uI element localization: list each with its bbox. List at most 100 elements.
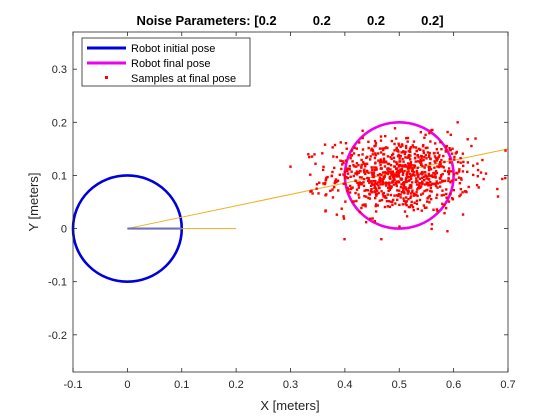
sample-point (415, 149, 418, 153)
sample-point (393, 160, 396, 163)
sample-point (353, 146, 356, 149)
sample-point (380, 198, 384, 202)
sample-point (391, 170, 395, 174)
legend-label-final-pose: Robot final pose (131, 58, 211, 70)
sample-point (373, 168, 377, 172)
sample-point (399, 186, 403, 189)
sample-point (341, 151, 344, 155)
sample-point (322, 182, 325, 185)
sample-point (476, 168, 480, 172)
sample-point (461, 170, 465, 173)
sample-point (415, 190, 418, 194)
sample-point (409, 183, 412, 187)
sample-point (456, 160, 460, 164)
sample-point (324, 181, 327, 185)
sample-point (404, 156, 407, 159)
sample-point (424, 174, 427, 178)
sample-point (418, 177, 422, 181)
sample-point (381, 180, 384, 183)
sample-point (363, 171, 366, 174)
sample-point (371, 153, 374, 156)
sample-point (343, 237, 346, 241)
sample-point (423, 206, 427, 210)
sample-point (376, 181, 380, 184)
sample-point (355, 147, 359, 150)
sample-point (475, 184, 479, 187)
sample-point (338, 173, 342, 176)
sample-point (395, 162, 399, 166)
sample-point (404, 146, 408, 150)
sample-point (378, 199, 381, 202)
sample-point (386, 193, 389, 196)
sample-point (383, 194, 387, 198)
sample-point (324, 194, 327, 197)
sample-point (409, 150, 412, 154)
sample-point (358, 141, 361, 144)
sample-point (429, 140, 432, 143)
sample-point (393, 142, 396, 146)
sample-point (402, 183, 406, 186)
sample-point (439, 175, 443, 178)
sample-point (332, 155, 335, 158)
sample-point (407, 150, 410, 153)
sample-point (333, 166, 336, 170)
sample-point (357, 171, 360, 174)
sample-point (442, 193, 445, 197)
sample-point (401, 144, 404, 147)
sample-point (402, 191, 406, 194)
sample-point (409, 154, 412, 157)
sample-point (425, 177, 428, 180)
sample-point (373, 183, 376, 186)
sample-point (382, 158, 385, 162)
sample-point (426, 146, 429, 149)
sample-point (438, 176, 442, 180)
sample-point (379, 183, 382, 186)
sample-point (360, 158, 363, 162)
sample-point (406, 140, 409, 143)
sample-point (404, 188, 408, 191)
sample-point (419, 182, 423, 185)
sample-point (388, 187, 391, 190)
sample-point (439, 141, 442, 144)
sample-point (390, 174, 394, 177)
sample-point (358, 176, 362, 179)
sample-point (333, 180, 337, 183)
sample-point (461, 152, 465, 155)
sample-point (407, 205, 411, 209)
sample-point (353, 165, 356, 168)
sample-point (426, 151, 430, 154)
sample-point (435, 193, 439, 197)
sample-point (417, 187, 420, 190)
sample-point (335, 180, 338, 184)
sample-point (396, 194, 400, 198)
sample-point (371, 183, 374, 186)
sample-point (373, 185, 377, 188)
sample-point (365, 162, 368, 166)
sample-point (400, 151, 403, 154)
sample-point (321, 168, 325, 172)
sample-point (441, 172, 444, 176)
x-axis-label: X [meters] (260, 398, 319, 413)
sample-point (453, 158, 456, 161)
sample-point (370, 147, 373, 150)
sample-point (450, 170, 453, 173)
sample-point (360, 206, 363, 210)
sample-point (382, 153, 385, 156)
sample-point (346, 169, 349, 173)
sample-point (449, 133, 453, 137)
sample-point (427, 172, 430, 176)
sample-point (427, 165, 430, 169)
sample-point (423, 183, 427, 186)
sample-point (362, 181, 365, 184)
sample-point (373, 186, 376, 190)
sample-point (402, 189, 405, 193)
sample-point (351, 186, 354, 189)
sample-point (364, 165, 367, 168)
sample-point (420, 173, 424, 176)
sample-point (394, 167, 398, 171)
sample-point (421, 192, 425, 195)
sample-point (410, 181, 414, 184)
sample-point (411, 206, 415, 209)
sample-point (406, 165, 410, 168)
sample-point (392, 183, 396, 186)
